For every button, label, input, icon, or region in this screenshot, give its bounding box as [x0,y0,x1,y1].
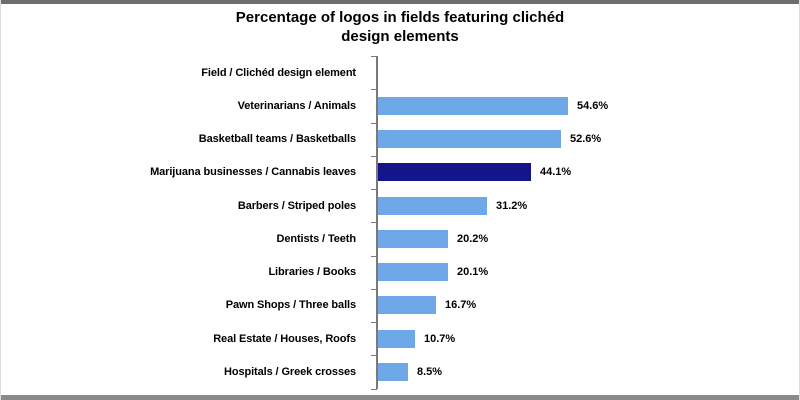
chart-row: Dentists / Teeth 20.2% [1,222,799,255]
bar [378,130,561,149]
chart-row: Pawn Shops / Three balls 16.7% [1,289,799,322]
category-label: Veterinarians / Animals [237,99,356,112]
category-label: Marijuana businesses / Cannabis leaves [150,166,356,179]
chart-row: Field / Clichéd design element [1,56,799,89]
category-label: Barbers / Striped poles [237,199,356,212]
value-label: 44.1% [540,166,572,179]
category-label: Dentists / Teeth [276,232,357,245]
value-label: 20.1% [457,266,489,279]
bar [378,263,448,282]
chart-title-line1: Percentage of logos in fields featuring … [235,9,565,26]
chart-row: Real Estate / Houses, Roofs 10.7% [1,322,799,355]
y-axis-tick [371,56,377,57]
value-label: 54.6% [577,99,609,112]
chart-row: Libraries / Books 20.1% [1,256,799,289]
bar-highlighted [378,163,531,182]
y-axis-tick [371,255,377,257]
chart-row: Basketball teams / Basketballs 52.6% [1,123,799,156]
y-axis-tick [371,89,377,91]
y-axis-tick [371,288,377,290]
bar [378,229,448,248]
value-label: 31.2% [496,199,528,212]
value-label: 8.5% [417,365,443,378]
y-axis-tick [371,189,377,190]
value-label: 16.7% [445,299,477,312]
bar [378,296,436,315]
y-axis-tick [371,322,377,323]
bar [378,329,415,348]
bottom-border-strip [1,395,799,400]
bar [378,196,487,215]
y-axis-tick [371,155,377,157]
chart-row: Marijuana businesses / Cannabis leaves 44… [1,156,799,189]
chart-row: Barbers / Striped poles 31.2% [1,189,799,222]
category-label: Libraries / Books [268,266,356,279]
top-border-strip [1,0,799,4]
y-axis-tick [371,355,377,357]
chart-row: Veterinarians / Animals 54.6% [1,89,799,122]
chart-title: Percentage of logos in fields featuring … [1,8,799,46]
category-label: Basketball teams / Basketballs [198,133,356,146]
category-label: Real Estate / Houses, Roofs [213,332,356,345]
value-label: 52.6% [570,133,602,146]
chart-title-line2: design elements [341,28,459,45]
bar [378,96,568,115]
chart-row: Hospitals / Greek crosses 8.5% [1,355,799,388]
value-label: 10.7% [424,332,456,345]
category-label: Pawn Shops / Three balls [225,299,356,312]
y-axis-tick [371,122,377,124]
bar [378,362,408,381]
chart-plot-area: Field / Clichéd design element Veterinari… [1,55,799,390]
category-label: Field / Clichéd design element [201,66,356,79]
category-label: Hospitals / Greek crosses [223,365,356,378]
y-axis-tick [371,388,377,390]
value-label: 20.2% [457,232,489,245]
y-axis-tick [371,222,377,224]
y-axis-line [376,56,378,389]
